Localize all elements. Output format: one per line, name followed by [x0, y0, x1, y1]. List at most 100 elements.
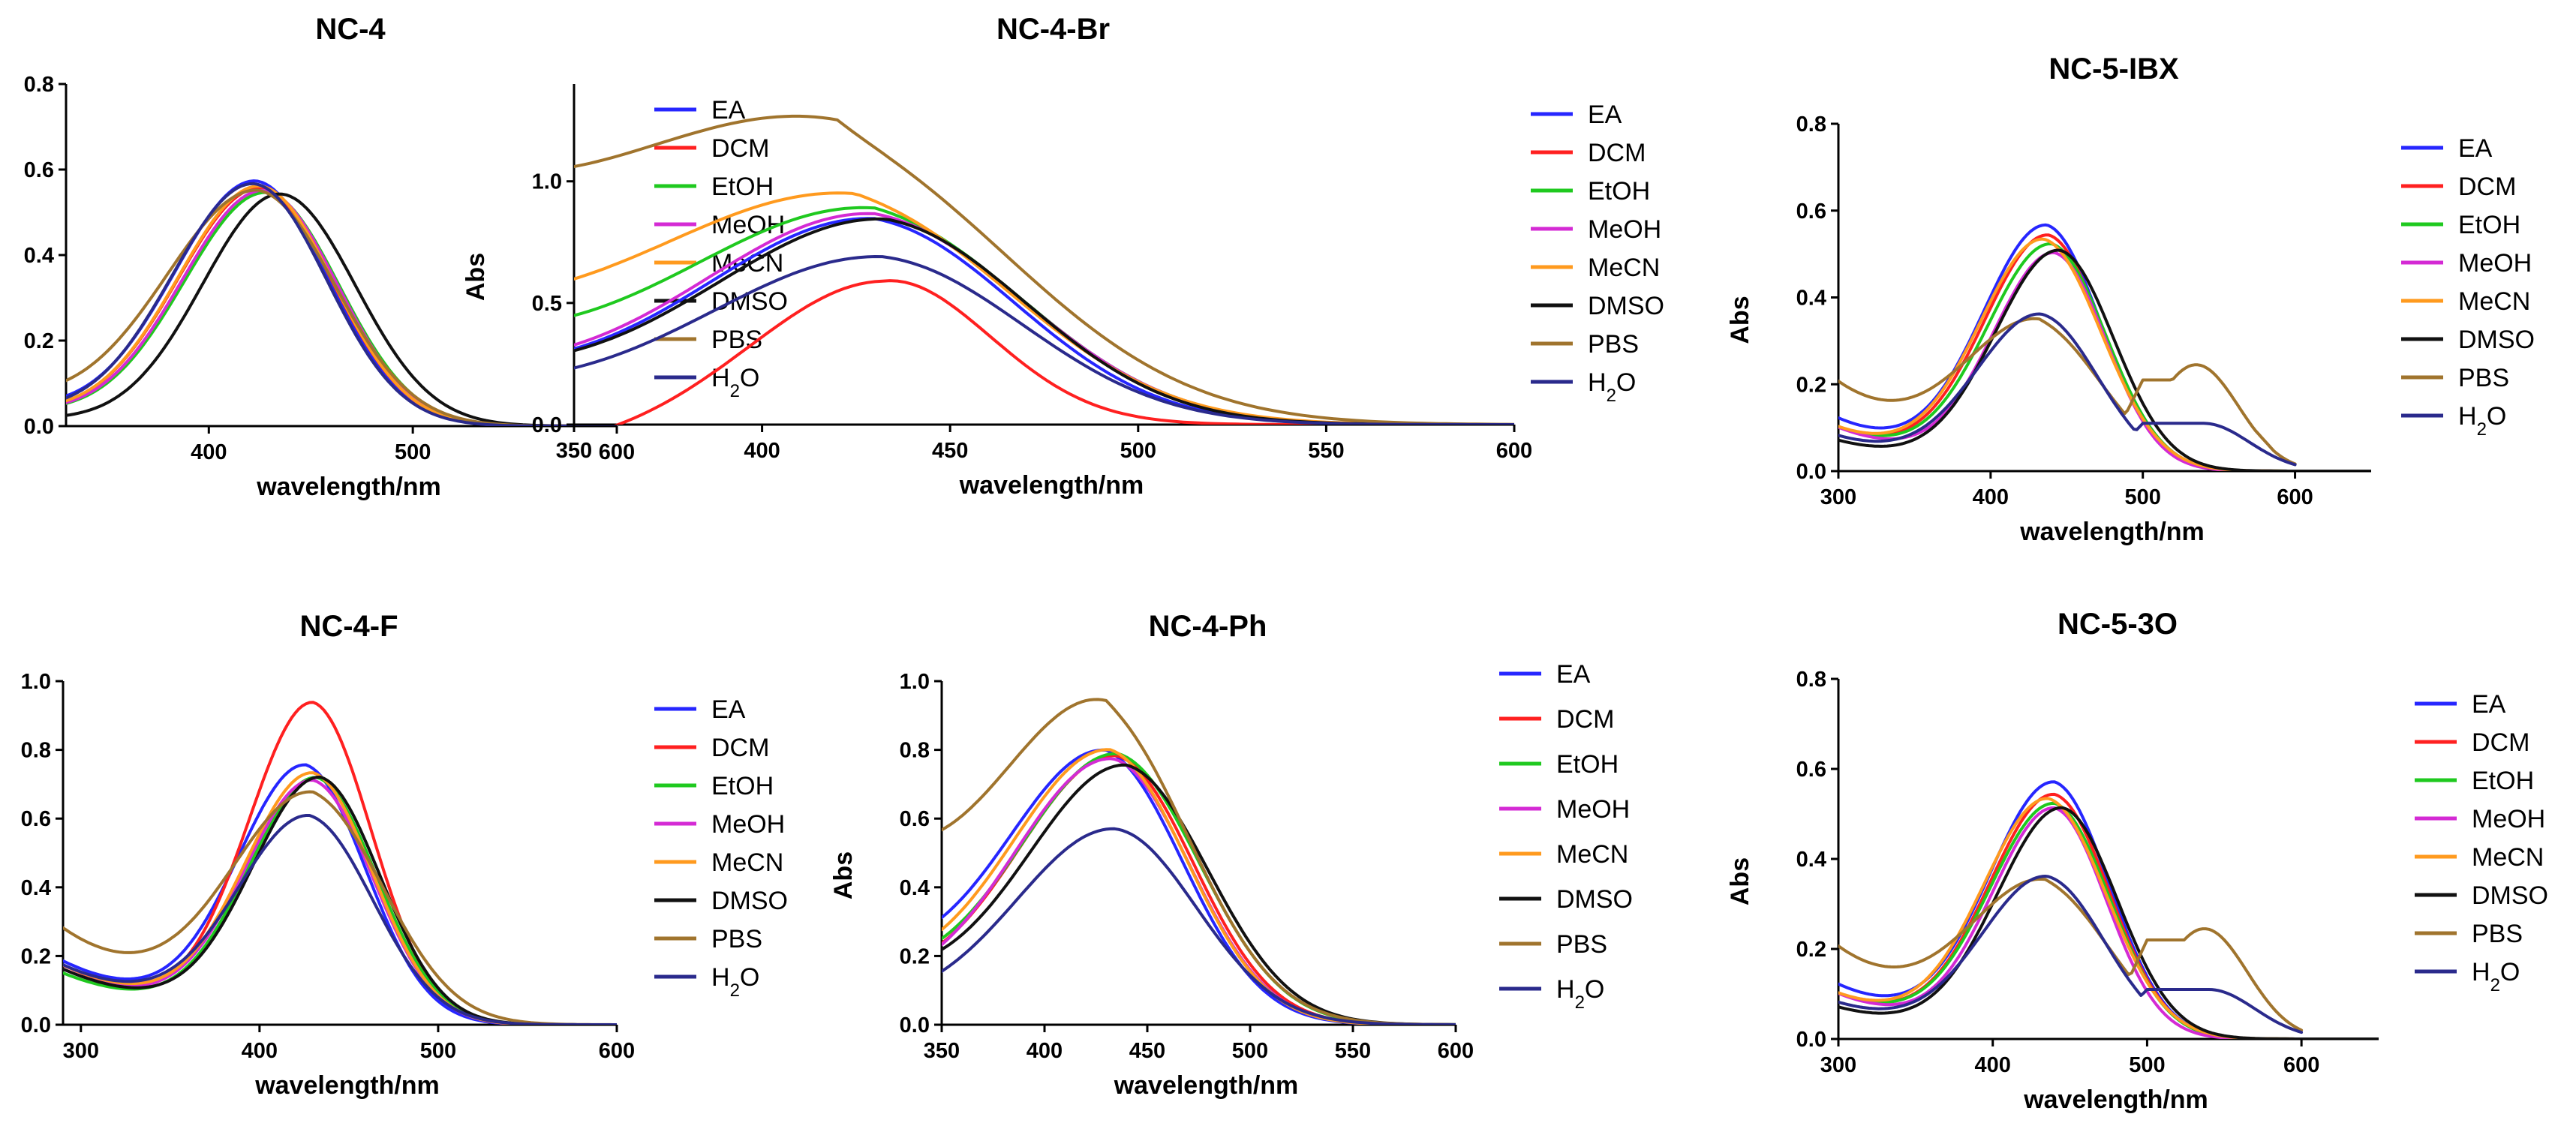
y-tick-label: 0.2: [1796, 938, 1826, 962]
legend-label-meoh: MeOH: [1556, 795, 1630, 824]
x-axis-title: wavelength/nm: [959, 471, 1144, 500]
chart-title: NC-4: [315, 13, 386, 46]
y-tick-label: 0.4: [1796, 848, 1826, 872]
y-tick-label: 0.0: [21, 1013, 51, 1037]
x-tick-label: 550: [1308, 439, 1344, 463]
y-tick-label: 0.0: [1796, 460, 1826, 484]
y-axis-title: Abs: [1726, 296, 1754, 344]
legend-label-dcm: DCM: [2458, 173, 2516, 201]
x-tick-label: 350: [924, 1039, 960, 1063]
y-tick-label: 0.8: [900, 739, 930, 763]
y-tick-label: 0.6: [1796, 758, 1826, 782]
legend-label-mecn: MeCN: [2472, 843, 2544, 872]
legend-label-etoh: EtOH: [1588, 177, 1650, 206]
x-tick-label: 600: [2277, 485, 2313, 509]
series-line-h2o: [574, 255, 1514, 425]
y-axis-title: Abs: [461, 253, 490, 301]
legend-label-meoh: MeOH: [2458, 249, 2532, 278]
legend-label-pbs: PBS: [1556, 930, 1607, 959]
series-line-dcm: [614, 279, 1514, 425]
y-tick-label: 0.6: [1796, 200, 1826, 224]
x-tick-label: 350: [556, 439, 592, 463]
y-axis-title: Abs: [829, 851, 858, 899]
legend-label-dcm: DCM: [2472, 728, 2529, 757]
y-tick-label: 0.2: [1796, 373, 1826, 397]
legend-label-ea: EA: [1588, 101, 1622, 129]
y-tick-label: 0.2: [24, 329, 54, 353]
legend-label-meoh: MeOH: [711, 211, 785, 239]
series-line-h2o: [1838, 875, 2304, 1034]
x-axis-title: wavelength/nm: [2019, 518, 2205, 546]
y-tick-label: 0.8: [21, 739, 51, 763]
series-line-pbs: [574, 114, 1514, 425]
y-tick-label: 0.4: [900, 876, 930, 900]
legend-label-ea: EA: [2472, 690, 2506, 719]
legend-label-dmso: DMSO: [1556, 885, 1633, 914]
x-tick-label: 500: [395, 440, 431, 464]
legend-label-h2o: H2O: [1588, 368, 1636, 406]
x-tick-label: 400: [1975, 1053, 2011, 1077]
y-tick-label: 0.2: [21, 944, 51, 968]
legend-label-meoh: MeOH: [1588, 215, 1661, 244]
legend-label-pbs: PBS: [711, 925, 762, 953]
legend-label-dmso: DMSO: [2472, 881, 2548, 910]
y-tick-label: 0.4: [21, 876, 51, 900]
x-tick-label: 550: [1335, 1039, 1371, 1063]
x-tick-label: 500: [1120, 439, 1156, 463]
chart-title: NC-5-IBX: [2048, 53, 2179, 86]
legend-label-dmso: DMSO: [1588, 292, 1664, 320]
x-tick-label: 400: [744, 439, 780, 463]
chart-title: NC-4-F: [299, 610, 398, 643]
x-tick-label: 600: [1496, 439, 1532, 463]
y-tick-label: 0.0: [900, 1013, 930, 1037]
legend-label-dcm: DCM: [711, 134, 769, 163]
legend-label-meoh: MeOH: [711, 810, 785, 839]
x-tick-label: 400: [191, 440, 227, 464]
x-axis-title: wavelength/nm: [2023, 1085, 2208, 1114]
x-tick-label: 600: [599, 440, 635, 464]
legend-label-etoh: EtOH: [2458, 211, 2520, 239]
legend-label-dcm: DCM: [711, 734, 769, 762]
legend-label-ea: EA: [2458, 134, 2493, 163]
y-tick-label: 0.8: [24, 73, 54, 97]
chart-title: NC-5-3O: [2057, 608, 2178, 641]
x-tick-label: 600: [1438, 1039, 1474, 1063]
chart-title: NC-4-Ph: [1149, 610, 1267, 643]
legend-label-h2o: H2O: [2458, 402, 2506, 440]
y-tick-label: 0.6: [24, 158, 54, 182]
y-tick-label: 1.0: [900, 670, 930, 694]
series-line-mecn: [942, 748, 1456, 1025]
series-line-dcm: [942, 754, 1456, 1025]
y-tick-label: 1.0: [21, 670, 51, 694]
series-line-pbs: [942, 698, 1456, 1025]
x-tick-label: 300: [63, 1039, 99, 1063]
legend-label-mecn: MeCN: [711, 848, 783, 877]
y-tick-label: 0.8: [1796, 113, 1826, 137]
x-tick-label: 400: [1973, 485, 2009, 509]
y-tick-label: 0.4: [1796, 287, 1826, 311]
legend-label-dcm: DCM: [1556, 705, 1614, 734]
series-line-dmso: [1838, 806, 2379, 1039]
y-tick-label: 0.4: [24, 244, 54, 268]
legend-label-pbs: PBS: [2472, 920, 2523, 948]
legend-label-h2o: H2O: [711, 963, 759, 1001]
legend-label-dmso: DMSO: [2458, 326, 2535, 354]
y-tick-label: 0.8: [1796, 668, 1826, 692]
legend-label-etoh: EtOH: [2472, 767, 2534, 795]
x-axis-title: wavelength/nm: [256, 473, 441, 501]
legend-label-meoh: MeOH: [2472, 805, 2545, 833]
legend-label-ea: EA: [1556, 660, 1591, 689]
x-tick-label: 500: [2125, 485, 2161, 509]
y-tick-label: 1.0: [532, 170, 562, 194]
series-line-meoh: [1838, 806, 2379, 1039]
series-line-h2o: [66, 182, 617, 426]
legend-label-etoh: EtOH: [711, 772, 774, 800]
legend-label-pbs: PBS: [2458, 364, 2509, 392]
y-tick-label: 0.5: [532, 292, 562, 316]
legend-label-ea: EA: [711, 695, 746, 724]
legend-label-dmso: DMSO: [711, 887, 788, 915]
x-tick-label: 600: [2283, 1053, 2319, 1077]
chart-panel-nc-4-ph: NC-4-Ph 0.0 0.2 0.4 0.6 0.8 1.0 350 400 450 500 550…: [829, 610, 1633, 1100]
chart-panel-nc-4-br: NC-4-Br 0.0 0.5 1.0 350 400 450 500 550 600 wavele…: [461, 13, 1664, 500]
